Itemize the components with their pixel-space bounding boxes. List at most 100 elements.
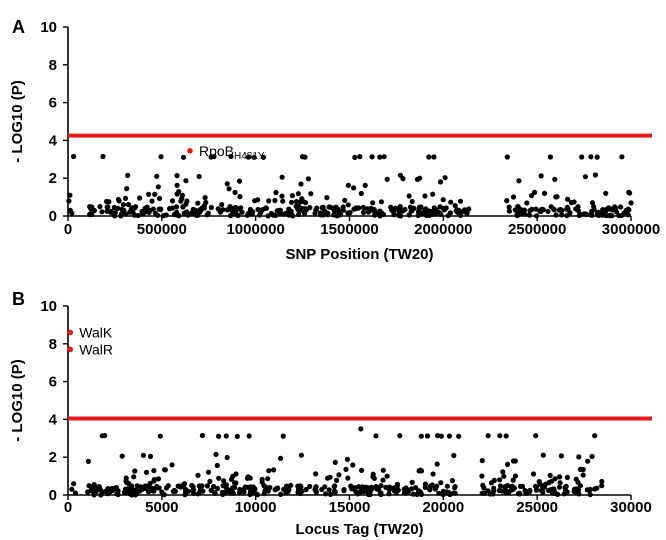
data-point: [384, 473, 390, 479]
data-point: [326, 204, 332, 210]
data-point: [526, 212, 533, 218]
data-point: [530, 471, 537, 477]
data-point: [541, 190, 548, 196]
data-point: [178, 198, 184, 204]
data-point: [336, 472, 342, 478]
data-point: [118, 213, 124, 219]
x-tick-label: 10000: [235, 499, 277, 516]
x-tick-label: 25000: [516, 499, 558, 516]
data-point: [233, 471, 239, 477]
data-point: [155, 476, 161, 482]
data-point: [125, 172, 131, 178]
data-point: [356, 205, 362, 211]
data-point: [85, 489, 91, 495]
highlight-label-subscript: H481Y: [234, 151, 265, 162]
data-point: [371, 475, 377, 481]
data-point: [432, 485, 438, 491]
data-point: [143, 469, 150, 475]
data-point: [213, 451, 219, 457]
data-point: [417, 489, 423, 495]
data-point: [299, 154, 306, 160]
highlight-point: [67, 346, 74, 353]
data-point: [125, 202, 132, 208]
y-axis-title: - LOG10 (P): [9, 80, 26, 163]
data-point: [594, 211, 601, 217]
data-point: [149, 198, 155, 204]
data-point: [369, 154, 375, 160]
data-point: [441, 207, 447, 213]
data-point: [506, 204, 512, 210]
data-point: [362, 182, 368, 188]
x-tick-label: 0: [64, 221, 72, 238]
data-point: [427, 487, 433, 493]
data-point: [361, 488, 367, 494]
data-point: [305, 176, 311, 182]
data-point: [146, 191, 152, 197]
data-point: [417, 467, 423, 473]
data-point: [561, 491, 567, 497]
data-point: [233, 480, 239, 486]
data-point: [345, 182, 351, 188]
data-point: [69, 210, 75, 216]
data-point: [547, 472, 553, 478]
x-tick-label: 15000: [329, 499, 371, 516]
data-point: [154, 483, 160, 490]
data-point: [503, 489, 509, 495]
data-point: [228, 153, 234, 160]
data-point: [578, 212, 584, 218]
data-point: [288, 208, 294, 214]
data-point: [176, 189, 182, 195]
data-point: [354, 491, 361, 497]
data-point: [406, 193, 412, 199]
data-point: [137, 195, 143, 201]
data-point: [556, 207, 563, 213]
data-point: [599, 478, 605, 485]
data-point: [219, 489, 225, 495]
data-point: [69, 486, 75, 492]
data-point: [589, 200, 596, 206]
data-point: [266, 198, 272, 204]
data-point: [280, 198, 286, 204]
highlight-label-main: WalK: [79, 324, 113, 340]
data-point: [383, 484, 389, 490]
data-point: [377, 490, 383, 496]
data-point: [123, 475, 129, 481]
data-point: [437, 179, 444, 185]
x-tick-label: 30000: [610, 499, 652, 516]
data-point: [583, 211, 589, 217]
data-point: [288, 482, 294, 488]
data-point: [378, 211, 385, 217]
data-point: [497, 433, 503, 439]
data-point: [313, 471, 319, 477]
y-tick-label: 6: [49, 374, 57, 391]
data-point: [195, 200, 201, 206]
data-point: [588, 154, 594, 160]
data-point: [564, 206, 570, 212]
data-point: [326, 487, 332, 493]
data-point: [257, 212, 263, 218]
data-point: [247, 475, 253, 481]
data-point: [115, 196, 121, 203]
data-point: [125, 480, 131, 486]
data-point: [408, 486, 415, 492]
data-point: [576, 454, 582, 460]
data-point: [506, 208, 512, 214]
data-point: [607, 213, 613, 219]
data-point: [237, 194, 243, 200]
data-point: [534, 213, 540, 219]
data-point: [540, 485, 546, 491]
x-axis-title: SNP Position (TW20): [285, 246, 433, 263]
data-point: [219, 202, 225, 208]
y-tick-label: 4: [49, 411, 58, 428]
data-point: [308, 191, 314, 197]
data-point: [456, 433, 462, 439]
data-point: [279, 174, 285, 180]
data-point: [151, 468, 157, 474]
data-point: [616, 213, 622, 219]
data-point: [165, 483, 171, 489]
data-point: [448, 199, 454, 205]
data-point: [381, 154, 387, 160]
data-point: [553, 194, 559, 200]
data-point: [529, 193, 535, 199]
